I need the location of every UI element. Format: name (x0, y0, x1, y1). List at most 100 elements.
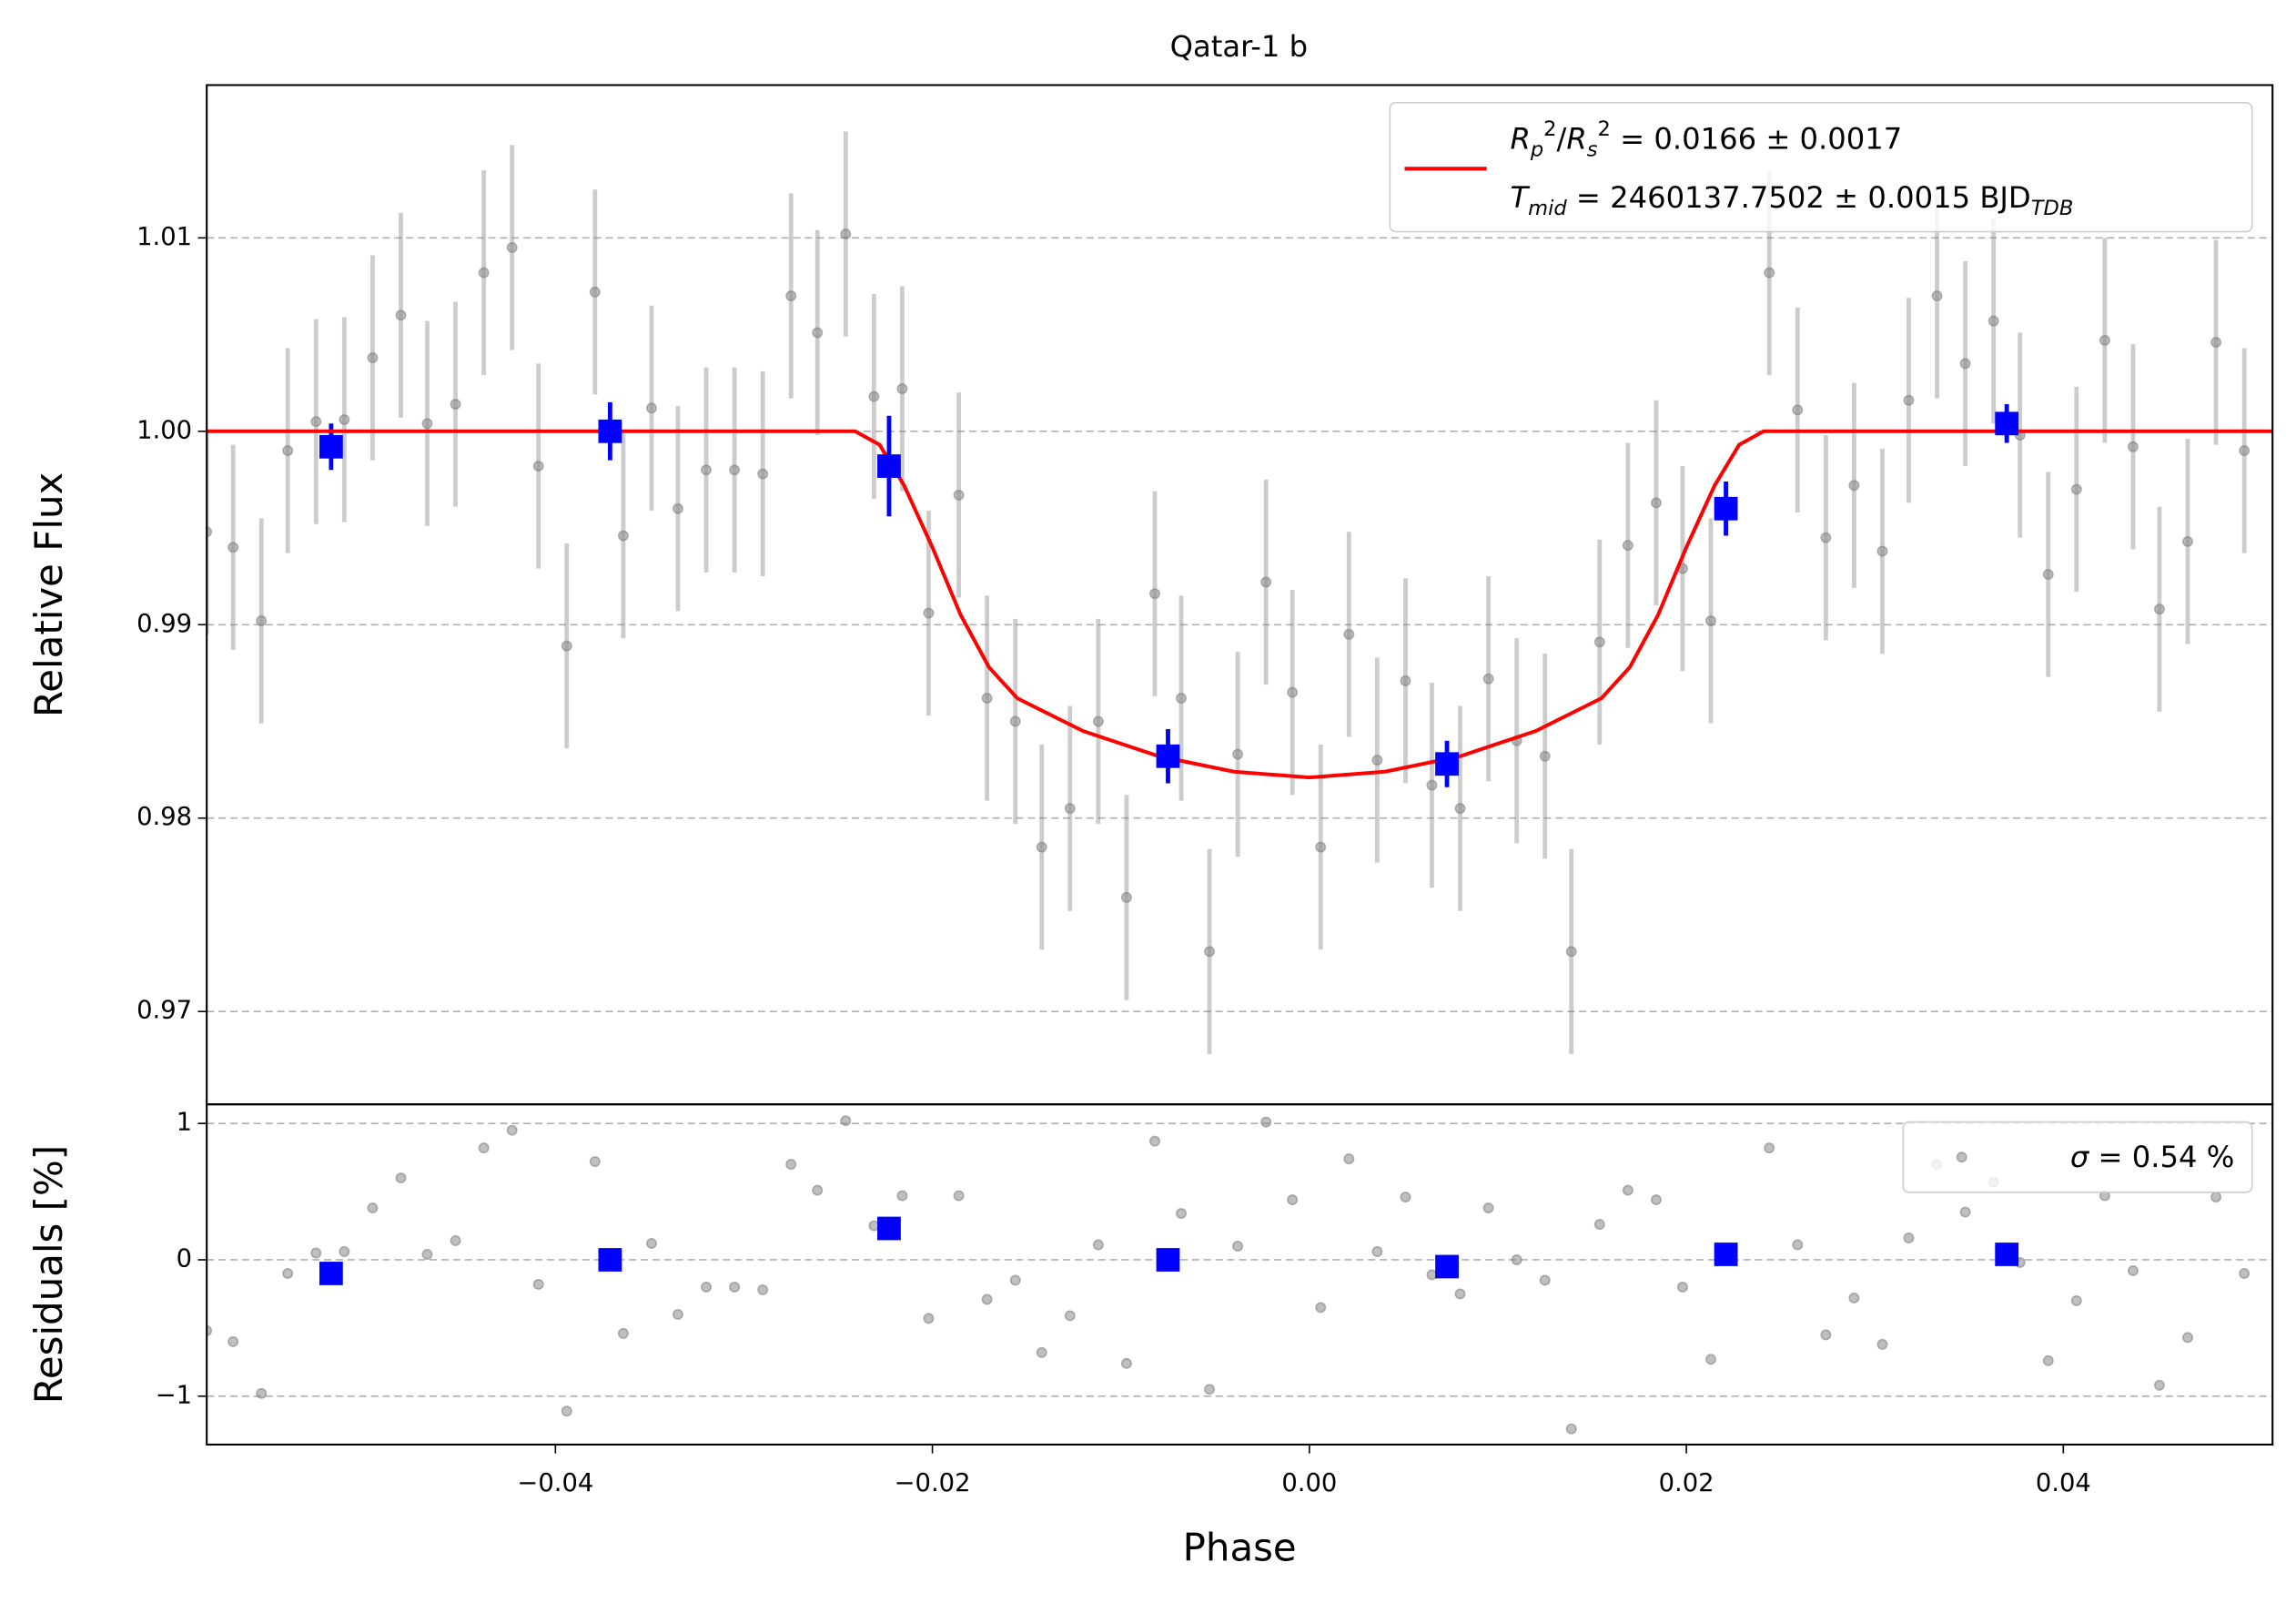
x-axis-label: Phase (1183, 1525, 1297, 1569)
binned-point (1714, 496, 1738, 521)
binned-point (877, 454, 901, 478)
data-point (896, 383, 908, 395)
data-point (1848, 1292, 1860, 1304)
data-point (256, 1387, 268, 1399)
data-point (953, 489, 965, 501)
legend-text-part: R (1566, 122, 1586, 157)
data-point (1204, 1384, 1216, 1395)
data-point (506, 241, 518, 253)
binned-point (1995, 1243, 2019, 1266)
data-point (1036, 841, 1047, 853)
legend-label: Tmid = 2460137.7502 ± 0.0015 BJDTDB (1510, 180, 2073, 219)
data-point (785, 290, 797, 302)
data-point (1903, 1233, 1915, 1243)
legend-text-part: σ (2070, 1140, 2090, 1174)
data-point (812, 327, 824, 339)
data-point (339, 1246, 350, 1257)
data-point (589, 286, 601, 298)
data-point (2042, 569, 2054, 580)
data-point (450, 399, 461, 411)
data-point (532, 461, 544, 472)
data-point (532, 1278, 544, 1290)
binned-point (319, 1262, 343, 1285)
data-point (1400, 1192, 1411, 1203)
data-point (1876, 1338, 1888, 1350)
data-point (673, 1308, 683, 1320)
data-point (729, 1281, 741, 1293)
data-point (395, 1172, 407, 1184)
data-point (1400, 675, 1411, 686)
x-tick-label: 0.04 (2036, 1469, 2091, 1497)
y-tick-label: 0.99 (137, 610, 192, 638)
data-point (840, 228, 852, 240)
data-point (1204, 946, 1216, 958)
data-point (896, 1190, 908, 1202)
data-point (1064, 1310, 1076, 1322)
data-point (729, 464, 741, 476)
data-point (840, 1115, 852, 1127)
data-point (1848, 480, 1860, 492)
data-point (701, 464, 713, 476)
data-point (310, 416, 322, 428)
data-point (1176, 1208, 1187, 1220)
data-point (1260, 1116, 1272, 1128)
data-point (1120, 891, 1132, 903)
data-point (868, 1220, 880, 1232)
binned-point (598, 419, 622, 443)
data-point (1792, 1239, 1804, 1251)
data-point (561, 640, 572, 652)
data-point (1622, 1184, 1633, 1196)
legend-text-part: / (1557, 122, 1567, 157)
data-point (981, 1294, 993, 1305)
data-point (310, 1247, 322, 1259)
data-point (478, 1142, 490, 1154)
data-point (2153, 1379, 2165, 1391)
data-point (1650, 497, 1662, 509)
data-point (478, 267, 490, 279)
data-point (367, 352, 379, 364)
data-point (367, 1202, 379, 1214)
data-point (646, 1238, 657, 1249)
data-point (561, 1405, 572, 1417)
data-point (757, 468, 769, 480)
data-point (1705, 1354, 1716, 1365)
data-point (1287, 686, 1299, 698)
data-point (1650, 1194, 1662, 1206)
legend-text-part: T (1510, 180, 1530, 215)
data-point (1764, 267, 1775, 279)
data-point (1176, 693, 1187, 704)
x-tick-label: 0.02 (1659, 1469, 1714, 1497)
legend-text-part: = 0.0166 ± 0.0017 (1611, 122, 1902, 157)
data-point (228, 1335, 239, 1347)
data-point (1064, 803, 1076, 815)
chart-title: Qatar-1 b (1170, 29, 1308, 64)
data-point (395, 309, 407, 321)
data-point (1426, 1269, 1438, 1281)
data-point (646, 402, 657, 414)
data-point (1036, 1346, 1047, 1358)
data-point (1149, 1135, 1160, 1147)
legend-text-part: TDB (2031, 196, 2074, 219)
data-point (1343, 1153, 1355, 1165)
data-point (2210, 1192, 2222, 1203)
data-point (1426, 779, 1438, 791)
binned-point (1156, 744, 1180, 768)
data-point (868, 391, 880, 402)
data-point (450, 1235, 461, 1246)
y-tick-label: −1 (156, 1381, 192, 1409)
data-point (1482, 673, 1494, 685)
data-point (1009, 715, 1021, 727)
data-point (812, 1184, 824, 1196)
x-tick-label: −0.02 (895, 1469, 971, 1497)
data-point (1454, 803, 1466, 815)
data-point (2127, 441, 2139, 452)
data-point (1092, 715, 1104, 727)
binned-point (1435, 752, 1459, 776)
data-point (2239, 445, 2250, 457)
legend-text-part: mid (1528, 196, 1567, 219)
axes-frame (206, 1103, 2274, 1446)
data-point (1539, 1274, 1551, 1286)
binned-point (877, 1216, 901, 1241)
y-tick-label: 0.97 (137, 997, 192, 1025)
